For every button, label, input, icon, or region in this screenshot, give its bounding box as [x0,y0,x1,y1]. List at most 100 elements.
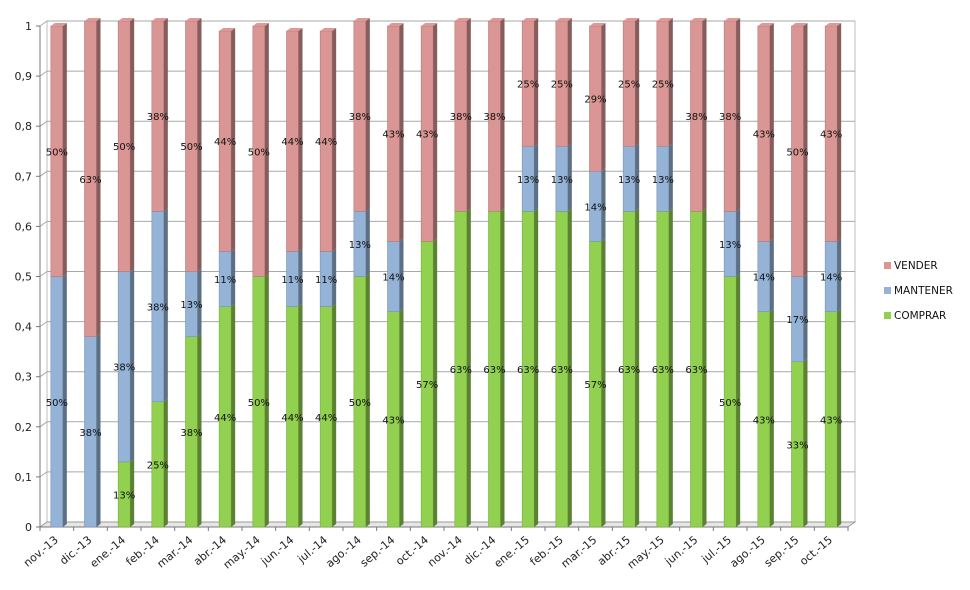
bar-comprar-jun.-15 [690,208,707,528]
bar-vender-abr.-15 [622,17,640,147]
gridline-diag [39,220,48,227]
data-label-vender: 63% [79,175,101,186]
gridline-diag [39,471,48,478]
x-tick-label: oct.-14 [393,533,431,568]
y-tick-label: 0,2 [15,421,33,434]
data-label-mantener: 11% [315,275,337,286]
data-label-comprar: 63% [551,365,573,376]
data-label-comprar: 57% [416,380,438,391]
x-tick-label: ene.-14 [88,533,129,570]
data-label-comprar: 63% [618,365,640,376]
x-tick-label: ago.-14 [323,533,363,570]
gridlines [38,20,857,528]
data-label-comprar: 50% [349,398,371,409]
data-label-comprar: 63% [450,365,472,376]
gridline-diag [39,120,48,127]
data-label-vender: 25% [517,80,539,91]
gridline-diag [39,170,48,177]
bar-vender-nov.-14 [454,17,471,212]
legend-swatch [884,312,891,319]
x-tick-label: jun.-15 [662,533,701,568]
y-tick-label: 0,1 [15,471,33,484]
bar-vender-feb.-14 [151,17,168,212]
bar-vender-may.-14 [252,23,269,277]
legend-item-mantener: MANTENER [884,285,953,297]
data-label-mantener: 13% [618,175,640,186]
bar-mantener-feb.-15 [555,143,572,212]
data-label-vender: 38% [483,112,505,123]
bar-vender-jul.-14 [319,28,337,252]
data-label-vender: 38% [719,112,741,123]
data-label-mantener: 13% [652,175,674,186]
legend-swatch [884,287,891,294]
data-label-vender: 38% [450,112,472,123]
legend-label: MANTENER [894,285,953,297]
data-label-vender: 38% [349,112,371,123]
data-label-vender: 44% [315,137,337,148]
gridline-diag [39,70,48,77]
x-tick-label: ago.-15 [727,533,767,570]
bar-vender-dic.-13 [84,17,101,337]
bar-vender-ago.-15 [757,23,774,242]
bar-vender-oct.-14 [420,23,438,242]
data-label-comprar: 44% [281,413,303,424]
legend: VENDER MANTENER COMPRAR [884,260,953,322]
bar-mantener-may.-15 [656,143,673,212]
y-tick-label: 0,3 [15,371,33,384]
data-label-vender: 25% [652,80,674,91]
bar-vender-dic.-14 [488,17,505,212]
bar-comprar-ago.-15 [757,308,774,528]
gridline-diag [39,371,48,378]
bar-comprar-feb.-14 [151,398,168,528]
data-label-vender: 43% [416,130,438,141]
data-label-vender: 50% [113,142,135,153]
bar-vender-mar.-14 [185,17,202,272]
y-tick-label: 1 [25,20,32,33]
data-label-vender: 38% [685,112,707,123]
data-label-comprar: 13% [113,490,135,501]
bar-vender-sep.-15 [791,23,808,277]
data-label-mantener: 50% [46,398,68,409]
bar-mantener-jul.-14 [319,248,337,307]
data-label-mantener: 13% [719,240,741,251]
data-label-vender: 44% [281,137,303,148]
data-label-comprar: 57% [584,380,606,391]
data-label-mantener: 38% [147,303,169,314]
bar-vender-ago.-14 [353,17,370,212]
data-label-vender: 50% [786,147,808,158]
data-label-vender: 50% [46,147,68,158]
data-label-mantener: 11% [214,275,236,286]
bar-vender-mar.-15 [589,23,606,172]
data-label-comprar: 43% [382,415,404,426]
data-label-mantener: 38% [113,363,135,374]
data-label-comprar: 43% [753,415,775,426]
data-label-mantener: 14% [820,273,842,284]
data-label-vender: 43% [820,130,842,141]
bar-comprar-jul.-14 [319,303,337,528]
data-labels: 50% 50% 38% 63% 13% 38% 50% 25% 38% 38% 38% 13% 50% 4… [46,80,843,502]
axes [36,25,849,531]
legend-swatch [884,262,891,269]
bar-comprar-abr.-14 [218,303,236,528]
data-label-mantener: 11% [281,275,303,286]
y-tick-label: 0,9 [15,70,33,83]
data-label-vender: 44% [214,137,236,148]
data-label-comprar: 44% [315,413,337,424]
x-tick-label: nov.-13 [21,533,61,569]
data-label-vender: 25% [618,80,640,91]
bar-vender-nov.-13 [50,23,67,277]
x-tick-label: jun.-14 [258,533,297,568]
data-label-vender: 43% [753,130,775,141]
x-tick-label: ene.-15 [492,533,533,570]
data-label-vender: 50% [180,142,202,153]
legend-item-comprar: COMPRAR [884,310,946,322]
bar-vender-ene.-14 [117,17,135,272]
x-tick-label: mar.-14 [155,533,196,570]
y-tick-label: 0,7 [15,170,33,183]
data-label-comprar: 43% [820,415,842,426]
bar-vender-jul.-15 [723,17,741,212]
data-label-mantener: 13% [180,300,202,311]
bar-comprar-mar.-14 [185,333,202,528]
legend-label: VENDER [894,260,938,272]
